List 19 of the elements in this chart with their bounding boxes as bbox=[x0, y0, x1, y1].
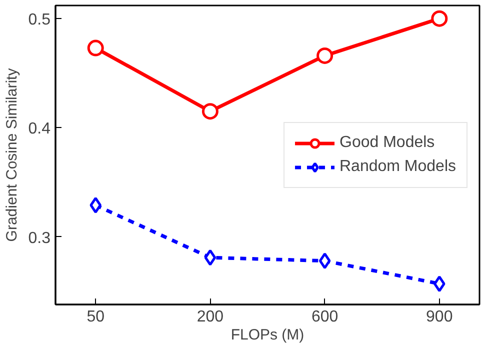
x-axis-title: FLOPs (M) bbox=[230, 326, 304, 344]
point bbox=[87, 40, 104, 56]
x-tick-label: 50 bbox=[86, 308, 105, 326]
point bbox=[316, 47, 334, 64]
x-tick-label: 900 bbox=[426, 308, 453, 326]
x-tick-label: 600 bbox=[311, 308, 338, 326]
point bbox=[204, 249, 216, 266]
point bbox=[90, 196, 102, 214]
y-axis-title: Gradient Cosine Similarity bbox=[3, 68, 20, 242]
y-tick-label: 0.5 bbox=[28, 12, 51, 29]
y-tick-label: 0.4 bbox=[28, 120, 51, 138]
point bbox=[433, 276, 446, 292]
point bbox=[202, 103, 218, 120]
point bbox=[318, 252, 331, 270]
legend-label: Random Models bbox=[340, 158, 456, 176]
x-tick-label: 200 bbox=[196, 308, 224, 326]
legend-label: Good Models bbox=[340, 134, 435, 152]
y-tick-label: 0.3 bbox=[28, 230, 51, 247]
point bbox=[431, 10, 448, 27]
